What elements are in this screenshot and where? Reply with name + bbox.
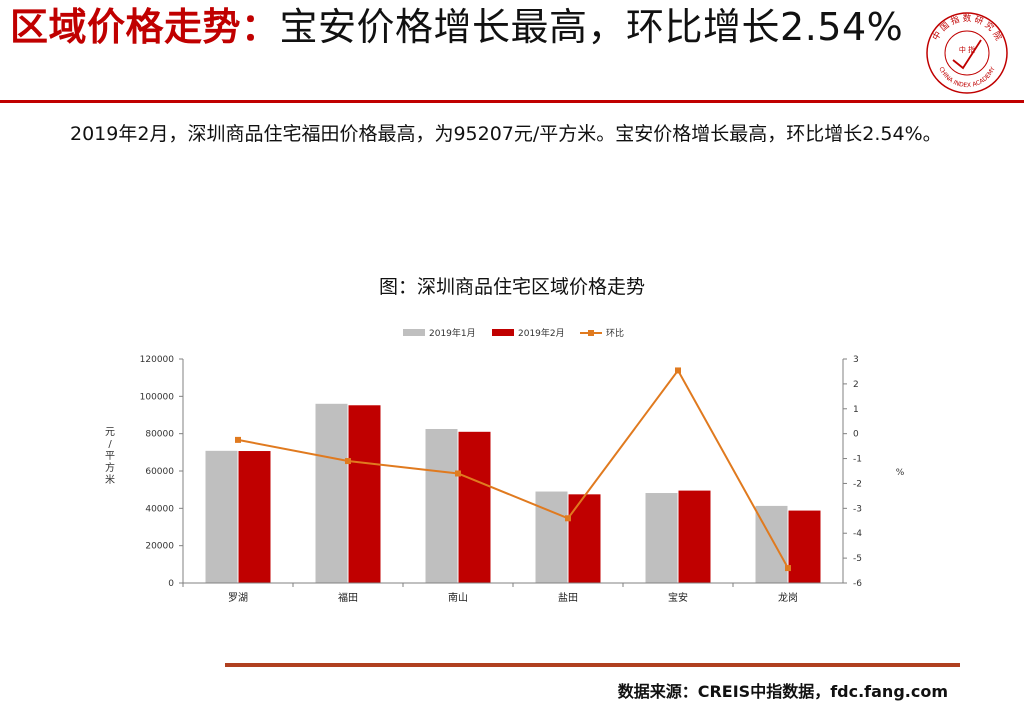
y-right-tick-label: 1: [853, 405, 859, 415]
y-axis-left-label: 元/平方米: [105, 427, 115, 486]
line-point: [565, 515, 571, 522]
bar: [348, 405, 381, 583]
x-tick-label: 宝安: [668, 591, 688, 604]
legend-swatch: [492, 329, 514, 336]
y-left-tick-label: 0: [168, 579, 174, 589]
series-line: [237, 368, 789, 569]
slide-title: 区域价格走势：宝安价格增长最高，环比增长2.54%: [10, 4, 910, 50]
data-source: 数据来源：CREIS中指数据，fdc.fang.com: [617, 682, 948, 701]
y-right-tick-label: -1: [853, 455, 862, 465]
bar: [645, 493, 678, 583]
y-right-tick-label: -2: [853, 479, 862, 489]
y-axis-right: -6 -5 -4 -3 -2 -1 0 1 2 3%: [842, 355, 905, 589]
legend-marker: [588, 330, 594, 336]
district-price-chart: 2019年1月 2019年2月 环比 02000040000600008000010…: [105, 327, 905, 604]
bar: [788, 510, 821, 583]
y-right-tick-label: -4: [853, 529, 862, 539]
y-right-tick-label: 3: [853, 355, 859, 365]
legend-swatch: [403, 329, 425, 336]
y-right-tick-label: -6: [853, 579, 862, 589]
y-right-tick-label: 2: [853, 380, 859, 390]
bar: [458, 431, 491, 583]
line-point: [785, 565, 791, 572]
y-left-tick-label: 60000: [145, 467, 174, 477]
line-series: [235, 367, 791, 572]
line-point: [455, 470, 461, 477]
bar: [205, 450, 238, 583]
y-left-tick-label: 80000: [145, 430, 174, 440]
title-rest: 宝安价格增长最高，环比增长2.54%: [279, 5, 904, 49]
x-tick-label: 罗湖: [228, 592, 248, 604]
bar: [535, 491, 568, 583]
logo-center-text: 中 指: [959, 45, 975, 54]
x-axis: 罗湖 福田 南山 盐田 宝安 龙岗: [182, 582, 843, 604]
y-right-tick-label: 0: [853, 430, 859, 440]
x-tick-label: 龙岗: [778, 591, 798, 604]
bar: [315, 403, 348, 583]
y-axis-left: 0 20000 40000 60000 80000 100000 120000 元/平方米: [105, 355, 184, 589]
logo-outer-ring: [926, 12, 1008, 94]
bar: [238, 451, 271, 583]
line-point: [235, 436, 241, 443]
chart-legend: 2019年1月 2019年2月 环比: [403, 327, 624, 339]
china-index-academy-logo: 中 国 指 数 研 究 院 CHINA INDEX ACADEMY 中 指: [926, 12, 1008, 94]
legend-label: 2019年1月: [429, 327, 476, 339]
y-right-tick-label: -5: [853, 554, 862, 564]
line-point: [675, 367, 681, 374]
legend-label: 2019年2月: [518, 327, 565, 339]
y-right-tick-label: -3: [853, 504, 862, 514]
x-tick-label: 盐田: [558, 591, 578, 604]
bar: [678, 490, 711, 583]
logo-inner-ring: [944, 30, 990, 76]
y-axis-right-label: %: [896, 468, 905, 478]
legend-label: 环比: [606, 327, 624, 339]
y-left-tick-label: 40000: [145, 504, 174, 514]
y-left-tick-label: 120000: [140, 355, 175, 365]
y-left-tick-label: 100000: [140, 392, 175, 402]
summary-text: 2019年2月，深圳商品住宅福田价格最高，为95207元/平方米。宝安价格增长最…: [70, 123, 942, 145]
footer-divider: [225, 663, 960, 667]
title-highlight: 区域价格走势：: [10, 5, 280, 49]
x-tick-label: 南山: [448, 591, 468, 604]
x-tick-label: 福田: [338, 591, 358, 604]
title-divider: [0, 100, 1024, 103]
bar: [425, 429, 458, 583]
y-left-tick-label: 20000: [145, 542, 174, 552]
bar: [568, 494, 601, 583]
chart-title: 图：深圳商品住宅区域价格走势: [378, 276, 645, 298]
logo-top-text: 中 国 指 数 研 究 院: [930, 13, 1004, 43]
line-point: [345, 458, 351, 465]
logo-check-mark: [952, 39, 982, 70]
logo-bottom-text: CHINA INDEX ACADEMY: [937, 66, 997, 89]
bar-series: [205, 403, 821, 583]
